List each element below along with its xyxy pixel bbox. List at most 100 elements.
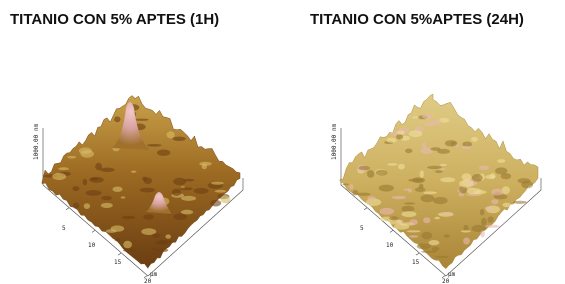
texture bbox=[111, 225, 125, 231]
texture bbox=[440, 164, 447, 166]
x-tick-label: 20 bbox=[144, 278, 152, 284]
texture bbox=[471, 137, 478, 142]
texture bbox=[461, 230, 471, 232]
texture bbox=[114, 116, 120, 122]
texture bbox=[210, 200, 221, 207]
x-tick-label: 15 bbox=[114, 259, 122, 266]
x-tick-label: 15 bbox=[412, 259, 420, 266]
texture bbox=[376, 170, 388, 176]
texture bbox=[513, 201, 527, 204]
texture bbox=[491, 189, 503, 196]
texture bbox=[488, 216, 494, 222]
texture bbox=[349, 184, 353, 189]
texture bbox=[479, 166, 489, 171]
texture bbox=[152, 248, 157, 251]
texture bbox=[367, 196, 375, 200]
texture bbox=[392, 196, 406, 199]
z-unit: nm bbox=[331, 123, 338, 131]
texture bbox=[122, 216, 136, 219]
texture bbox=[173, 213, 187, 220]
texture bbox=[113, 187, 123, 192]
tick bbox=[92, 230, 95, 232]
texture bbox=[458, 193, 464, 196]
texture bbox=[459, 180, 474, 188]
x-tick-label: 10 bbox=[88, 242, 96, 249]
texture bbox=[84, 203, 90, 209]
texture bbox=[417, 243, 431, 249]
texture bbox=[518, 178, 531, 183]
x-unit: µm bbox=[150, 271, 158, 278]
texture bbox=[421, 195, 435, 203]
texture bbox=[58, 167, 69, 170]
tick bbox=[118, 253, 121, 255]
texture bbox=[480, 230, 484, 237]
texture bbox=[435, 256, 449, 258]
texture bbox=[491, 199, 498, 204]
texture bbox=[134, 119, 149, 121]
texture bbox=[83, 179, 88, 186]
tick bbox=[66, 208, 69, 210]
texture bbox=[52, 173, 66, 180]
texture bbox=[396, 134, 403, 140]
texture bbox=[463, 238, 470, 245]
texture bbox=[379, 185, 394, 192]
texture bbox=[486, 225, 500, 228]
texture bbox=[115, 238, 121, 241]
texture bbox=[67, 156, 76, 159]
texture bbox=[100, 168, 115, 172]
texture bbox=[359, 166, 370, 170]
texture bbox=[412, 177, 425, 183]
texture bbox=[152, 233, 160, 238]
x-unit: µm bbox=[448, 271, 456, 278]
texture bbox=[101, 196, 112, 200]
texture bbox=[152, 252, 157, 254]
texture bbox=[440, 177, 455, 182]
texture bbox=[194, 188, 209, 194]
texture bbox=[419, 184, 424, 189]
texture bbox=[397, 131, 405, 135]
texture bbox=[422, 142, 426, 148]
panel-title: TITANIO CON 5%APTES (24H) bbox=[310, 11, 524, 28]
texture bbox=[181, 196, 196, 201]
texture bbox=[481, 218, 487, 226]
texture bbox=[352, 190, 358, 196]
texture bbox=[131, 171, 136, 173]
texture bbox=[443, 212, 452, 214]
texture bbox=[95, 163, 102, 170]
x-tick-label: 5 bbox=[360, 225, 364, 232]
texture bbox=[79, 147, 92, 154]
texture bbox=[398, 164, 405, 170]
texture bbox=[172, 189, 181, 196]
texture bbox=[404, 202, 416, 204]
texture bbox=[463, 225, 468, 231]
texture bbox=[121, 196, 126, 198]
texture bbox=[156, 249, 168, 253]
texture bbox=[433, 197, 448, 204]
texture bbox=[423, 217, 430, 223]
x-tick-label: 10 bbox=[386, 242, 394, 249]
texture bbox=[423, 191, 437, 194]
slide: TITANIO CON 5% APTES (1H)1000.00nm510152… bbox=[0, 0, 565, 284]
texture bbox=[472, 174, 483, 182]
texture bbox=[429, 240, 440, 245]
texture bbox=[462, 146, 472, 149]
texture bbox=[409, 235, 418, 238]
texture bbox=[485, 206, 494, 210]
texture bbox=[142, 177, 147, 181]
x-tick-label: 5 bbox=[62, 225, 66, 232]
texture bbox=[497, 159, 505, 163]
texture bbox=[401, 206, 414, 212]
texture bbox=[429, 120, 443, 124]
afm-image: 1000.00nm5101520µm bbox=[331, 94, 541, 284]
texture bbox=[179, 187, 192, 190]
texture bbox=[221, 196, 231, 204]
texture bbox=[405, 149, 412, 154]
texture bbox=[367, 170, 374, 178]
texture bbox=[444, 234, 450, 237]
texture bbox=[408, 189, 412, 192]
tick bbox=[390, 230, 393, 232]
texture bbox=[173, 178, 186, 185]
tick bbox=[364, 208, 367, 210]
texture bbox=[143, 214, 154, 220]
texture bbox=[445, 140, 457, 146]
